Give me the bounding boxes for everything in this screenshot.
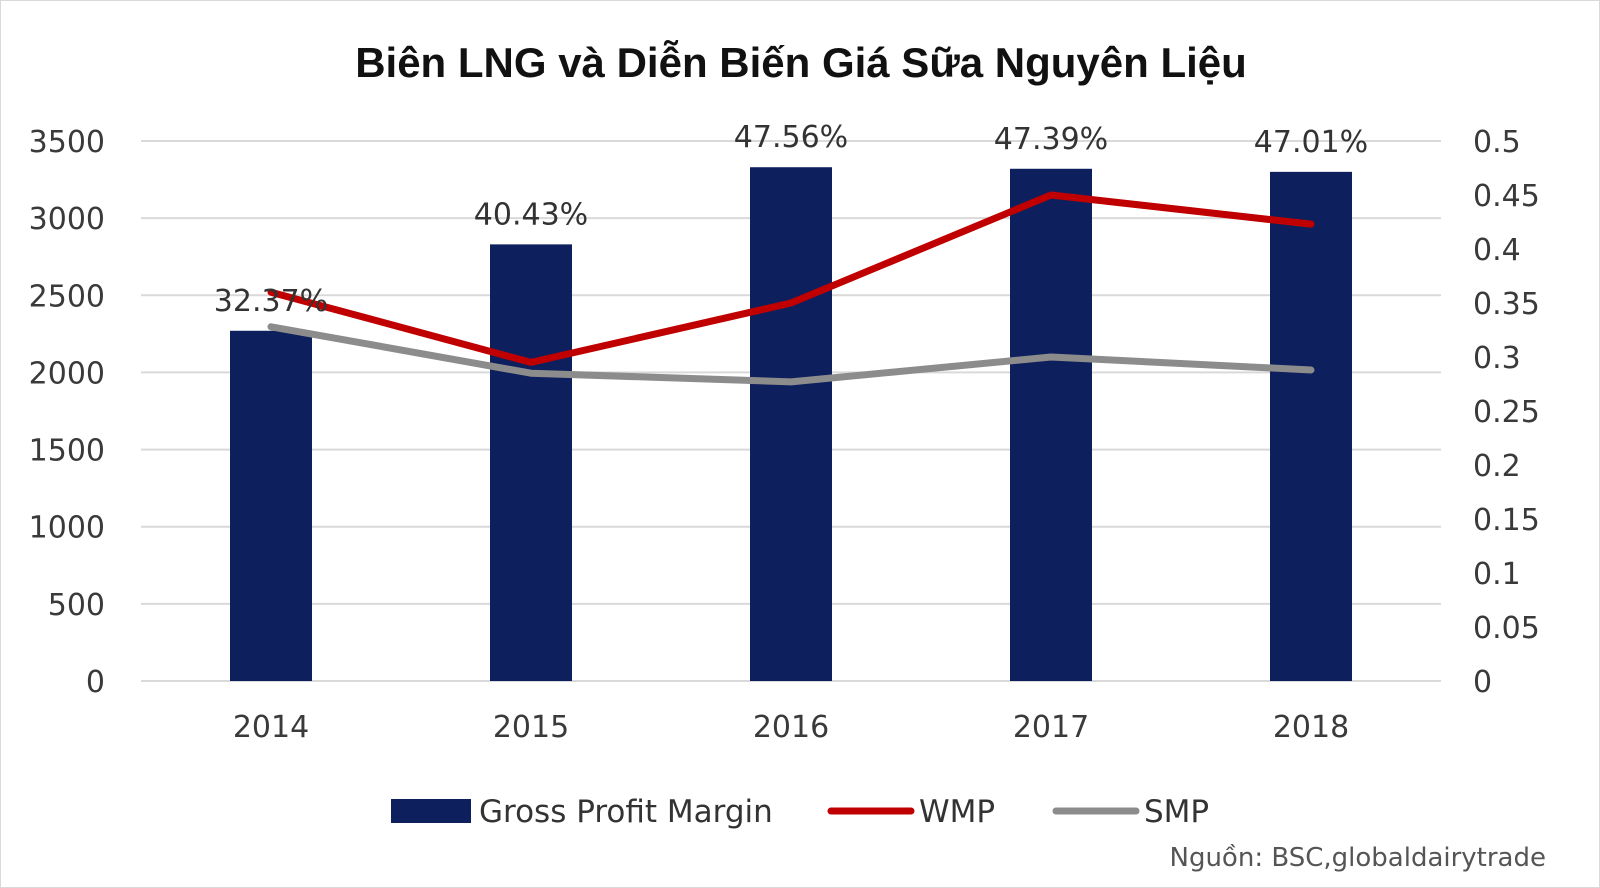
right-tick-label: 0.4 [1473, 233, 1521, 268]
data-labels-layer: 32.37% 40.43% 47.56% 47.39% 47.01% [214, 120, 1368, 319]
data-label: 47.56% [734, 120, 848, 155]
series-line-wmp [267, 191, 1315, 366]
right-tick-label: 0.2 [1473, 449, 1521, 484]
data-label: 40.43% [474, 197, 588, 232]
lines-layer [267, 191, 1315, 386]
source-note: Nguồn: BSC,globaldairytrade [1170, 843, 1547, 873]
x-tick-label: 2015 [493, 710, 569, 745]
series-line-smp [267, 323, 1315, 386]
data-label: 47.01% [1254, 125, 1368, 160]
bars-layer [230, 167, 1352, 681]
legend-label: WMP [919, 794, 995, 830]
legend: Gross Profit Margin WMP SMP [391, 794, 1209, 830]
right-tick-label: 0.05 [1473, 611, 1540, 646]
chart-title: Biên LNG và Diễn Biến Giá Sữa Nguyên Liệ… [355, 38, 1247, 86]
right-tick-label: 0.1 [1473, 557, 1521, 592]
bar [1010, 168, 1092, 681]
bar [1270, 171, 1352, 681]
left-tick-label: 2000 [29, 356, 105, 391]
x-tick-label: 2014 [233, 710, 309, 745]
left-axis-ticks: 0 500 1000 1500 2000 2500 3000 3500 [29, 125, 105, 700]
left-tick-label: 0 [86, 665, 105, 700]
right-axis-ticks: 0 0.05 0.1 0.15 0.2 0.25 0.3 0.35 0.4 0.45 0.5 [1473, 125, 1540, 700]
left-tick-label: 1000 [29, 511, 105, 546]
right-tick-label: 0.3 [1473, 341, 1521, 376]
left-tick-label: 2500 [29, 279, 105, 314]
bar [230, 330, 312, 681]
left-tick-label: 500 [48, 588, 105, 623]
x-tick-label: 2017 [1013, 710, 1089, 745]
legend-label: SMP [1144, 794, 1209, 830]
right-tick-label: 0.35 [1473, 287, 1540, 322]
data-label: 32.37% [214, 284, 328, 319]
x-tick-label: 2016 [753, 710, 829, 745]
x-axis-ticks: 2014 2015 2016 2017 2018 [233, 710, 1349, 745]
data-label: 47.39% [994, 122, 1108, 157]
bar [490, 244, 572, 681]
bar [750, 167, 832, 681]
left-tick-label: 3000 [29, 202, 105, 237]
x-tick-label: 2018 [1273, 710, 1349, 745]
left-tick-label: 3500 [29, 125, 105, 160]
right-tick-label: 0.25 [1473, 395, 1540, 430]
left-tick-label: 1500 [29, 434, 105, 469]
legend-label: Gross Profit Margin [479, 794, 773, 830]
right-tick-label: 0.15 [1473, 503, 1540, 538]
right-tick-label: 0 [1473, 665, 1492, 700]
legend-swatch-bar [391, 799, 471, 823]
right-tick-label: 0.45 [1473, 179, 1540, 214]
right-tick-label: 0.5 [1473, 125, 1521, 160]
